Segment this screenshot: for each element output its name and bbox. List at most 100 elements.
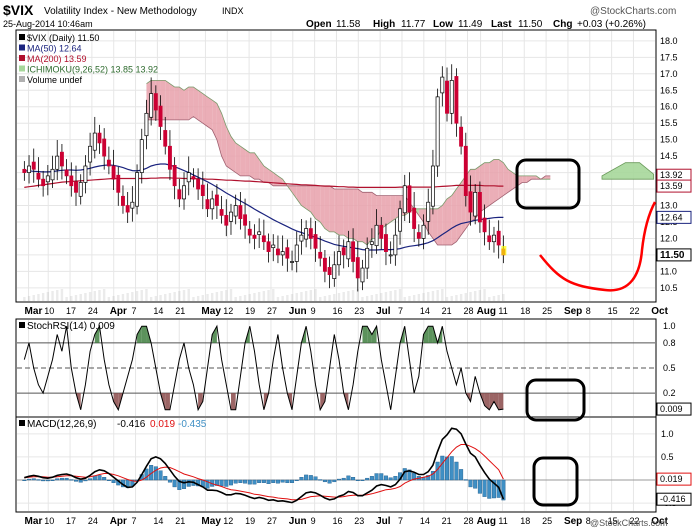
macd-histogram-bar <box>454 461 459 481</box>
macd-histogram-bar <box>55 478 60 481</box>
cloud-segment <box>545 175 551 180</box>
candle-body <box>459 126 464 147</box>
volume-bar <box>93 291 96 301</box>
candle-body <box>88 145 93 163</box>
cloud-segment <box>165 80 170 120</box>
x-tick-label: 16 <box>332 306 342 316</box>
cloud-segment <box>235 142 241 176</box>
overbought-fill <box>137 326 142 343</box>
oversold-fill <box>498 393 504 410</box>
x-tick-label: Jun <box>289 306 307 317</box>
macd-histogram-bar <box>280 479 285 483</box>
macd-histogram-bar <box>83 479 88 482</box>
x-tick-label: 14 <box>153 306 163 316</box>
y-tick-label: 1.0 <box>661 429 674 439</box>
overbought-fill <box>362 326 368 343</box>
cloud-segment <box>367 192 372 246</box>
x-tick-label: 9 <box>311 516 316 526</box>
volume-bar <box>65 297 68 301</box>
volume-bar <box>88 292 92 301</box>
candle-body <box>182 185 186 200</box>
candle-body <box>238 205 243 220</box>
volume-bar <box>370 295 374 301</box>
volume-bar <box>112 296 115 301</box>
ma200-line <box>24 177 504 188</box>
candle-body <box>247 228 252 236</box>
volume-bar <box>328 295 331 301</box>
drawn-projection-curve <box>539 201 657 292</box>
macd-histogram-bar <box>477 479 482 494</box>
y-tick-label: 14.5 <box>660 151 678 161</box>
price-tag-box <box>656 472 692 486</box>
candle-body <box>384 234 388 252</box>
candle-body <box>177 189 182 200</box>
volume-bar <box>74 295 78 301</box>
x-tick-label: 21 <box>442 516 452 526</box>
x-tick-label: 14 <box>153 516 163 526</box>
x-tick-label: 21 <box>175 306 185 316</box>
x-tick-label: 25 <box>542 306 552 316</box>
volume-bar <box>365 296 369 301</box>
y-tick-label: 0.8 <box>663 338 676 348</box>
volume-bar <box>60 289 64 301</box>
volume-bar <box>384 292 388 301</box>
x-axis-price: Mar 10 17 24 Apr 7 14 21 May 12 19 27 Jun 9 16 23 Jul 7 14… <box>25 306 669 317</box>
cloud-segment <box>230 136 236 173</box>
cloud-segment <box>259 159 264 183</box>
cloud-segment <box>169 83 175 120</box>
overbought-fill <box>141 326 147 343</box>
cloud-segment <box>362 192 368 246</box>
candle-body <box>275 248 280 256</box>
cloud-segment <box>456 182 462 242</box>
volume-bar <box>27 296 31 301</box>
macd-histogram-bar <box>360 479 365 482</box>
candle-body <box>130 201 135 209</box>
volume-bar <box>79 294 82 301</box>
macd-histogram-bar <box>59 477 64 481</box>
macd-histogram-bar <box>388 477 393 481</box>
chart-header: $VIX Volatility Index - New Methodology … <box>3 2 676 30</box>
volume-bar <box>159 295 162 301</box>
macd-histogram-bar <box>407 469 412 481</box>
cloud-segment <box>193 86 199 120</box>
cloud-segment <box>207 96 213 130</box>
legend-swatch <box>19 76 25 82</box>
volume-bar <box>84 293 87 301</box>
volume-bar <box>361 297 364 301</box>
candle-body <box>294 244 299 262</box>
candle-body <box>360 267 365 283</box>
volume-bar <box>422 293 425 301</box>
volume-bar <box>398 289 402 301</box>
x-tick-label: 23 <box>354 516 364 526</box>
volume-bar <box>70 296 73 301</box>
volume-bar <box>464 293 467 301</box>
volume-bar <box>337 293 341 301</box>
oversold-fill <box>489 393 494 410</box>
candle-body <box>416 232 421 239</box>
candle-body <box>116 174 121 193</box>
macd-histogram-bar <box>332 479 337 483</box>
candle-body <box>31 161 36 170</box>
x-tick-label: May <box>201 516 221 527</box>
volume-bar <box>126 293 129 301</box>
candle-body <box>219 209 224 216</box>
macd-y-axis: -0.50.00.51.00.019-0.416 <box>656 429 692 508</box>
candle-body <box>45 175 50 183</box>
candle-body <box>369 241 374 245</box>
macd-histogram-bar <box>449 456 454 481</box>
legend-entry: $VIX (Daily) 11.50 <box>27 33 99 43</box>
macd-histogram-bar <box>233 479 238 484</box>
price-tag-box <box>656 402 692 416</box>
volume-bar <box>427 292 430 301</box>
volume-bar <box>32 295 35 301</box>
macd-histogram-bar <box>487 479 492 499</box>
candle-body <box>149 93 154 118</box>
candle-body <box>153 93 158 111</box>
stochrsi-y-axis: 0.2 0.5 0.8 1.0 0.009 <box>656 321 692 416</box>
legend-swatch <box>19 65 25 72</box>
volume-bar <box>412 295 416 301</box>
volume-bar <box>333 294 336 301</box>
volume-bar <box>473 291 477 301</box>
cloud-segment <box>310 185 316 219</box>
ticker-symbol: $VIX <box>3 2 34 18</box>
